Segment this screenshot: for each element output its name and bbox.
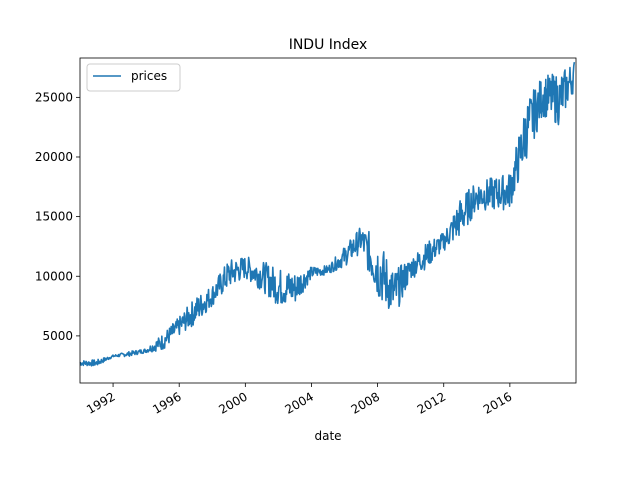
y-tick-label: 25000 bbox=[35, 90, 73, 104]
legend-box bbox=[86, 63, 181, 92]
x-tick-label: 2016 bbox=[481, 389, 514, 416]
y-tick-label: 10000 bbox=[35, 269, 73, 283]
x-tick-label: 1992 bbox=[84, 389, 117, 416]
y-tick-label: 15000 bbox=[35, 210, 73, 224]
series-line-prices bbox=[79, 61, 576, 367]
y-axis: 5000 10000 15000 20000 25000 bbox=[35, 90, 80, 343]
plot-area bbox=[79, 61, 576, 367]
x-tick-label: 2004 bbox=[283, 389, 316, 416]
x-tick-label: 2008 bbox=[349, 389, 382, 416]
x-tick-label: 1996 bbox=[150, 389, 183, 416]
y-tick-label: 20000 bbox=[35, 150, 73, 164]
legend-label-prices: prices bbox=[131, 69, 167, 83]
y-tick-label: 5000 bbox=[42, 329, 73, 343]
x-tick-label: 2012 bbox=[415, 389, 448, 416]
x-axis-label: date bbox=[314, 429, 341, 443]
plot-frame bbox=[79, 57, 577, 384]
x-tick-label: 2000 bbox=[216, 389, 249, 416]
chart-title: INDU Index bbox=[289, 37, 368, 53]
x-axis: 1992 1996 2000 2004 2008 2012 2016 bbox=[84, 383, 514, 417]
legend: prices bbox=[86, 63, 181, 92]
